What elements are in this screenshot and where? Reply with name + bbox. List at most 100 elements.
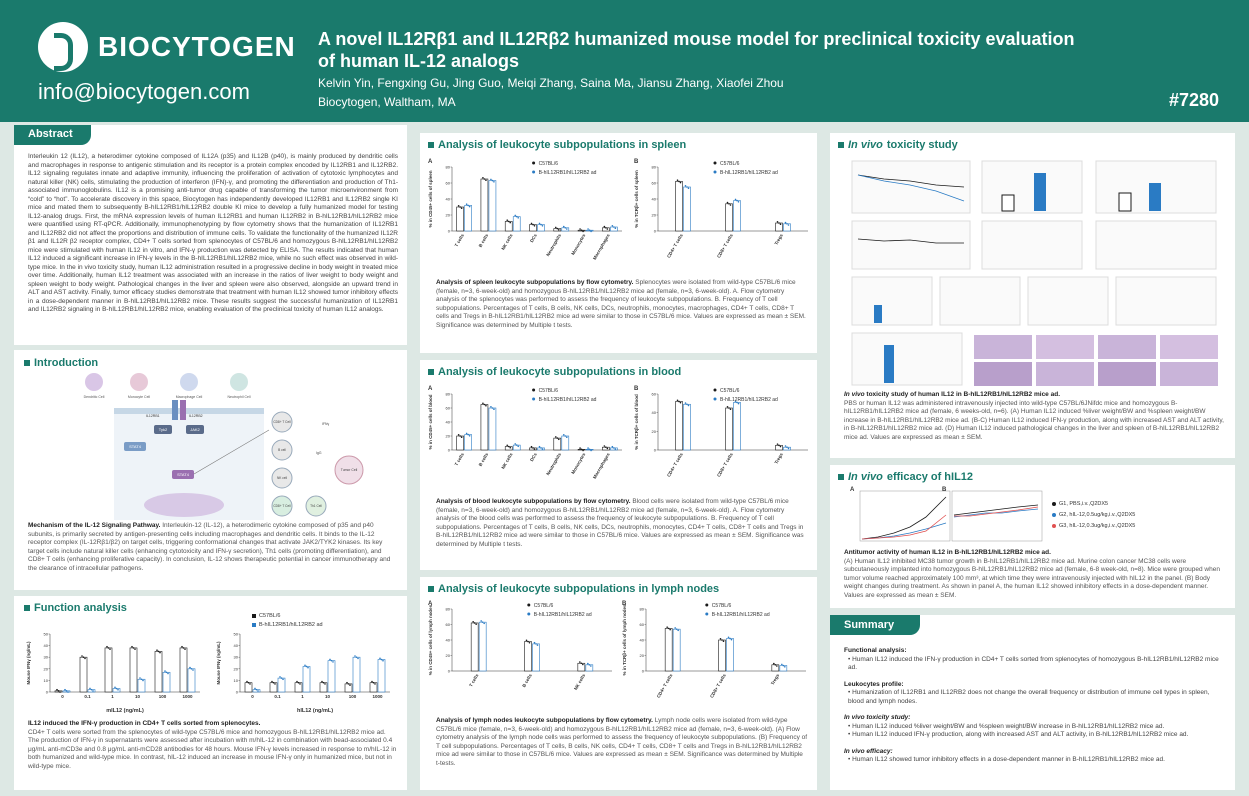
data-point [272, 681, 275, 684]
y-tick-label: 0 [236, 690, 239, 695]
bar [683, 403, 691, 451]
panel-c-plot [851, 332, 963, 386]
y-tick-label: 30 [234, 655, 239, 660]
bar [377, 659, 386, 693]
data-point [605, 227, 607, 229]
data-point [473, 622, 476, 624]
data-point [131, 645, 133, 648]
data-point [305, 665, 308, 668]
data-point [779, 445, 782, 448]
data-point [729, 204, 732, 206]
data-point [562, 434, 565, 436]
data-point [509, 221, 512, 224]
bar [675, 181, 683, 232]
data-point [729, 408, 732, 410]
bar [137, 678, 146, 693]
data-point [533, 225, 536, 227]
toxicity-caption-title-italic: In vivo [844, 391, 865, 398]
x-tick-label: 1 [301, 694, 304, 699]
affiliation: Biocytogen, Waltham, MA [318, 95, 456, 109]
function-heading: Function analysis [24, 602, 127, 614]
data-point [532, 223, 534, 226]
x-tick-label: CD4+ T cells [666, 233, 684, 259]
cd8-t-cell-2-icon [271, 495, 293, 517]
data-point [139, 677, 141, 679]
receptor-label: IL12RB1 [146, 414, 160, 418]
legend-swatch [705, 612, 709, 616]
x-tick-label: NK cells [500, 452, 513, 470]
x-tick-label: 1000 [372, 694, 383, 699]
x-tick-label: DCs [529, 233, 538, 244]
data-point [490, 178, 492, 181]
func-mil12-chart: Mouse IFNγ (ng/mL) 0 10 20 30 40 50 0 0.1 1 10 100 1… [26, 632, 200, 714]
data-point [467, 433, 469, 436]
panel-label: A [428, 601, 433, 607]
summary-body: Functional analysis: • Human IL12 induce… [844, 647, 1224, 765]
histology-image [1098, 362, 1156, 386]
ast-plot [939, 276, 1021, 326]
data-point [787, 447, 790, 450]
bar [532, 643, 540, 672]
data-point [159, 651, 161, 654]
summary-title: Summary [844, 619, 895, 631]
data-point [380, 658, 383, 661]
data-point [140, 678, 143, 681]
y-tick-label: 60 [640, 622, 645, 627]
bar [319, 682, 328, 693]
x-tick-label: B cells [478, 233, 490, 248]
bar [187, 668, 196, 693]
x-tick-label: CD4+ T cells [666, 452, 684, 478]
efficacy-title: efficacy of hIL12 [886, 471, 974, 483]
blood-chart-a: A % in CD45+ cells of blood 0 20 40 60 80 T cel… [428, 386, 622, 480]
lymph-caption-title: Analysis of lymph nodes leukocyte subpop… [436, 717, 653, 724]
bw-g3-line [954, 506, 1039, 517]
cell-label: Dendritic Cell [84, 395, 105, 399]
bw-hum-plot [851, 220, 971, 270]
spleen-caption-title: Analysis of spleen leukocyte subpopulati… [436, 279, 634, 286]
data-point [247, 681, 250, 684]
x-tick-label: T cells [454, 233, 466, 248]
legend-item-g1: G1, PBS,i.v.,Q2DX5 [1052, 499, 1135, 510]
x-tick-label: 0 [61, 694, 64, 699]
spacer [844, 673, 1224, 681]
data-point [669, 628, 671, 631]
legend-swatch [1052, 512, 1056, 517]
y-tick-label: 50 [234, 632, 239, 637]
histology-image [1036, 362, 1094, 386]
data-point [485, 404, 487, 407]
y-tick-label: 60 [652, 392, 657, 397]
y-tick-label: 40 [446, 420, 451, 425]
bar [664, 628, 673, 672]
efficacy-caption-title: Antitumor activity of human IL12 in B-hI… [844, 549, 1051, 556]
legend-label: C57BL/6 [712, 603, 732, 609]
data-point [786, 446, 788, 448]
poster-header: BIOCYTOGEN info@biocytogen.com A novel I… [0, 0, 1249, 122]
data-point [493, 181, 495, 183]
other-plot [1115, 276, 1217, 326]
poster-title: A novel IL12Rβ1 and IL12Rβ2 humanized mo… [318, 29, 1075, 71]
y-tick-label: 0 [654, 229, 657, 234]
data-point [719, 638, 722, 640]
legend-label: C57BL/6 [534, 603, 554, 609]
data-point [157, 650, 160, 653]
data-point [506, 444, 509, 447]
x-tick-label: 1000 [182, 694, 193, 699]
tumor-volume-axes [859, 490, 951, 542]
bar [162, 671, 171, 693]
jak2-label: JAK2 [190, 427, 200, 432]
summary-item: • Human IL12 induced the IFN-γ productio… [848, 655, 1219, 672]
legend-swatch [532, 397, 536, 401]
y-tick-label: 80 [446, 392, 451, 397]
bw-hum-line-pbs [857, 238, 964, 244]
data-point [482, 177, 484, 179]
data-point [557, 438, 560, 441]
contact-email[interactable]: info@biocytogen.com [38, 79, 250, 104]
data-point [271, 680, 273, 683]
tumor-g3-line [861, 514, 947, 540]
summary-heading: In vivo efficacy: [844, 747, 893, 755]
x-tick-label: CD4+ T cells [656, 673, 674, 699]
data-point [776, 665, 778, 667]
data-point [132, 647, 135, 649]
data-point [614, 448, 617, 450]
bw-g1-line [953, 504, 1039, 516]
